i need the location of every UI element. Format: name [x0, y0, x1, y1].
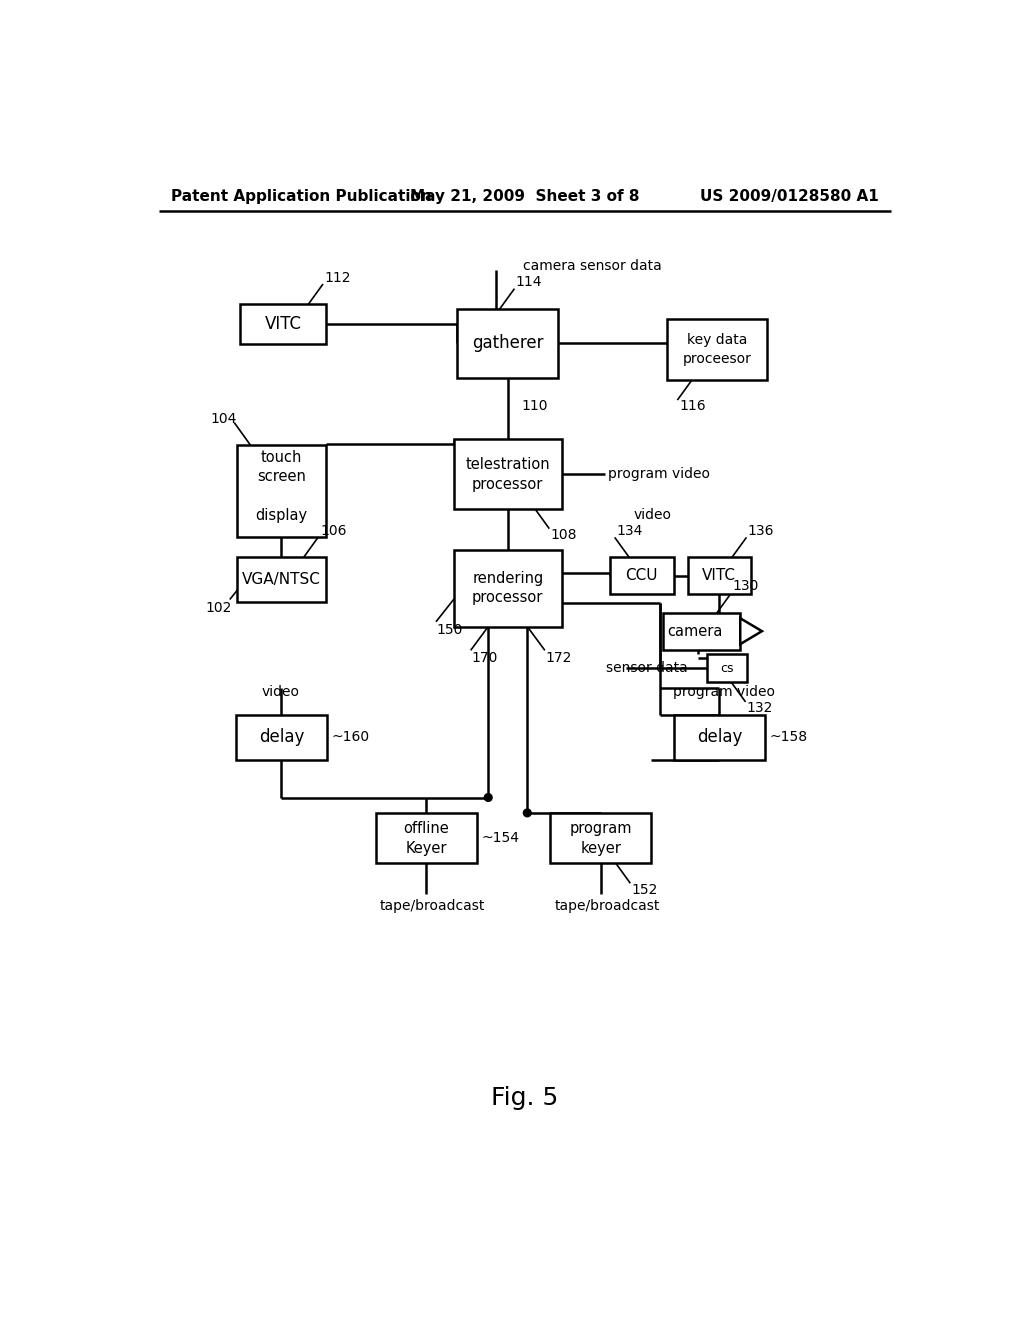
Text: rendering
processor: rendering processor: [472, 570, 544, 606]
Bar: [674, 715, 765, 760]
Text: 108: 108: [550, 528, 577, 543]
Text: offline
Keyer: offline Keyer: [403, 821, 450, 855]
Text: key data
proceesor: key data proceesor: [683, 333, 752, 366]
Text: 130: 130: [732, 579, 759, 594]
Text: ~160: ~160: [332, 730, 370, 744]
Bar: [236, 715, 328, 760]
Bar: [707, 655, 748, 682]
Text: telestration
processor: telestration processor: [466, 457, 550, 491]
Bar: [241, 304, 326, 345]
Text: touch
screen: touch screen: [257, 450, 306, 484]
Text: 150: 150: [436, 623, 463, 636]
Bar: [550, 813, 651, 863]
Text: cs: cs: [720, 661, 734, 675]
Text: 112: 112: [324, 271, 350, 285]
Text: camera sensor data: camera sensor data: [523, 259, 662, 273]
Text: CCU: CCU: [626, 568, 658, 583]
Text: 104: 104: [210, 412, 237, 425]
Text: program
keyer: program keyer: [569, 821, 632, 855]
Text: 152: 152: [632, 883, 657, 896]
Text: US 2009/0128580 A1: US 2009/0128580 A1: [700, 189, 879, 205]
Text: video: video: [634, 508, 672, 521]
Text: 110: 110: [521, 400, 548, 413]
Text: program video: program video: [673, 685, 775, 700]
Text: Fig. 5: Fig. 5: [492, 1086, 558, 1110]
Bar: [454, 549, 562, 627]
Text: ~158: ~158: [770, 730, 808, 744]
Text: 106: 106: [321, 524, 347, 539]
Text: gatherer: gatherer: [472, 334, 544, 352]
Bar: [458, 309, 558, 378]
Circle shape: [484, 793, 493, 801]
Text: display: display: [255, 508, 307, 523]
Text: VGA/NTSC: VGA/NTSC: [242, 572, 321, 587]
Text: camera: camera: [668, 623, 723, 639]
Bar: [376, 813, 477, 863]
Text: program video: program video: [608, 467, 711, 480]
Bar: [454, 440, 562, 508]
Text: ~154: ~154: [481, 832, 519, 845]
Text: 136: 136: [748, 524, 774, 539]
Bar: [663, 612, 740, 649]
Text: tape/broadcast: tape/broadcast: [554, 899, 659, 912]
Bar: [687, 557, 751, 594]
Text: 114: 114: [515, 276, 542, 289]
Bar: [237, 445, 326, 537]
Text: VITC: VITC: [702, 568, 736, 583]
Text: May 21, 2009  Sheet 3 of 8: May 21, 2009 Sheet 3 of 8: [410, 189, 640, 205]
Text: 132: 132: [746, 701, 773, 715]
Bar: [610, 557, 674, 594]
Bar: [237, 557, 326, 602]
Text: 172: 172: [546, 651, 572, 665]
Text: Patent Application Publication: Patent Application Publication: [171, 189, 431, 205]
Text: sensor data: sensor data: [606, 661, 688, 675]
Circle shape: [523, 809, 531, 817]
Text: 170: 170: [471, 651, 498, 665]
Text: tape/broadcast: tape/broadcast: [380, 899, 485, 912]
Text: 102: 102: [206, 601, 231, 615]
Text: 134: 134: [616, 524, 643, 539]
Text: video: video: [262, 685, 300, 700]
Text: 116: 116: [679, 400, 706, 413]
Text: delay: delay: [259, 729, 304, 746]
Text: VITC: VITC: [264, 315, 301, 333]
Bar: [667, 318, 767, 380]
Text: delay: delay: [696, 729, 742, 746]
Polygon shape: [740, 618, 762, 644]
